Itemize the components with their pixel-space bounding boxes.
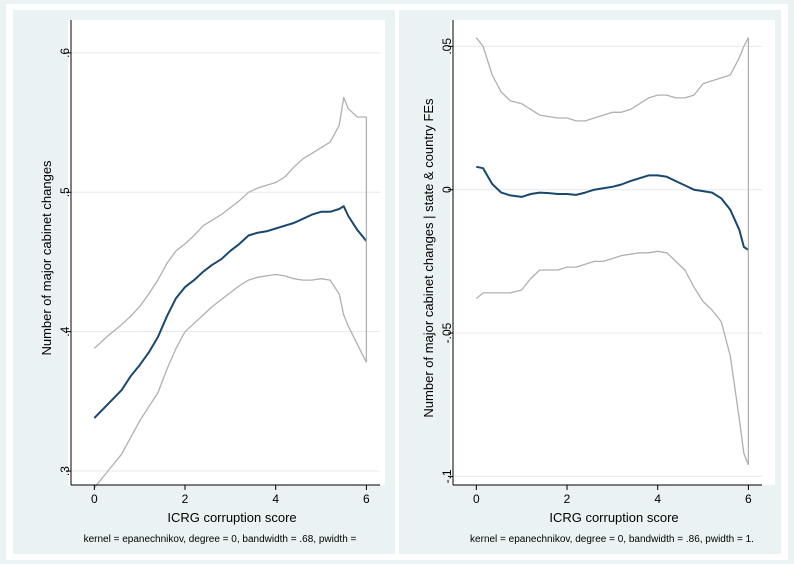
left-y-tick-label: .5 bbox=[58, 187, 72, 197]
right-series bbox=[475, 37, 750, 466]
left-panel: .3 .4 .5 .6 0 2 4 6 ICRG corruption score Numbe… bbox=[13, 10, 395, 554]
right-lower-ci-line bbox=[475, 250, 750, 466]
left-x-tick-label: 4 bbox=[272, 492, 279, 506]
right-kernel-note: kernel = epanechnikov, degree = 0, bandw… bbox=[470, 534, 754, 545]
left-plot-area bbox=[68, 20, 385, 485]
right-y-tick-label: -.1 bbox=[440, 469, 454, 483]
left-y-tick-label: .3 bbox=[58, 466, 72, 476]
right-y-tick-label: -.05 bbox=[440, 322, 454, 343]
right-y-tick-label: .05 bbox=[440, 38, 454, 55]
right-y-axis-label: Number of major cabinet changes | state … bbox=[421, 98, 436, 418]
right-x-tick-label: 0 bbox=[473, 492, 480, 506]
right-panel: -.1 -.05 0 .05 0 2 4 6 ICRG corruption score Nu… bbox=[399, 10, 781, 554]
left-lower-ci-line bbox=[93, 273, 367, 489]
right-upper-ci-line bbox=[475, 37, 749, 122]
right-plot-area bbox=[450, 20, 775, 485]
left-upper-ci-line bbox=[93, 96, 367, 349]
right-axes: -.1 -.05 0 .05 0 2 4 6 bbox=[440, 20, 762, 506]
left-y-tick-label: .4 bbox=[58, 326, 72, 336]
right-estimate-line bbox=[476, 165, 749, 251]
left-series bbox=[93, 96, 368, 489]
right-x-tick-label: 2 bbox=[564, 492, 571, 506]
right-x-tick-label: 6 bbox=[745, 492, 752, 506]
right-x-tick-label: 4 bbox=[654, 492, 661, 506]
left-labels: ICRG corruption score Number of major ca… bbox=[39, 160, 357, 545]
left-kernel-note: kernel = epanechnikov, degree = 0, bandw… bbox=[84, 534, 357, 545]
right-grid bbox=[453, 45, 762, 477]
left-x-axis-label: ICRG corruption score bbox=[167, 510, 296, 525]
left-estimate-line bbox=[93, 205, 368, 419]
left-axes: .3 .4 .5 .6 0 2 4 6 bbox=[58, 20, 380, 506]
right-y-tick-label: 0 bbox=[440, 186, 454, 193]
left-grid bbox=[71, 52, 380, 472]
left-x-tick-label: 2 bbox=[182, 492, 189, 506]
right-labels: ICRG corruption score Number of major ca… bbox=[421, 98, 754, 545]
left-x-tick-label: 0 bbox=[91, 492, 98, 506]
left-y-axis-label: Number of major cabinet changes bbox=[39, 160, 54, 356]
left-x-tick-label: 6 bbox=[363, 492, 370, 506]
left-y-tick-label: .6 bbox=[58, 48, 72, 58]
right-x-axis-label: ICRG corruption score bbox=[549, 510, 678, 525]
